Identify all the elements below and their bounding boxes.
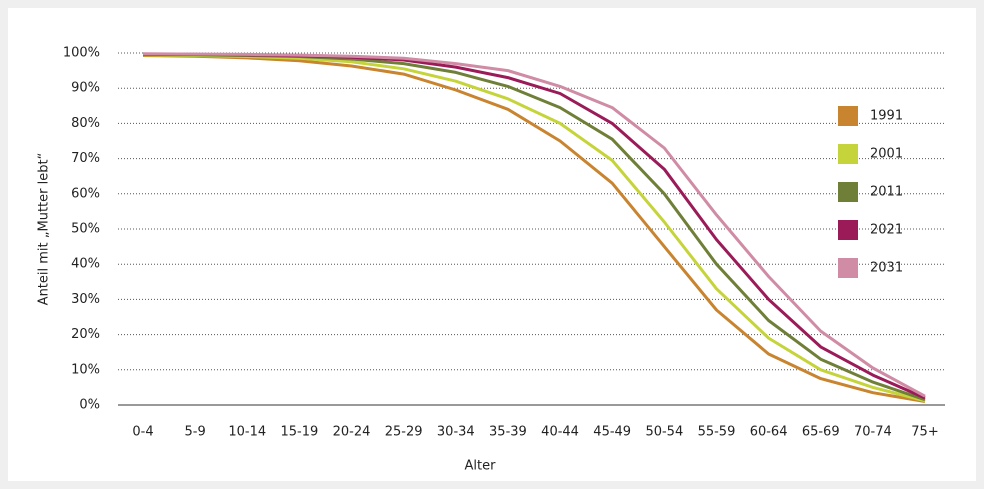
- y-tick-label: 30%: [71, 292, 100, 307]
- x-tick-label: 45-49: [593, 425, 631, 440]
- legend-label: 2021: [870, 223, 903, 238]
- legend-swatch: [838, 182, 858, 202]
- series-line: [142, 52, 926, 398]
- legend-swatch: [838, 144, 858, 164]
- y-tick-label: 40%: [71, 257, 100, 272]
- x-tick-label: 35-39: [489, 425, 527, 440]
- y-tick-label: 0%: [79, 398, 100, 413]
- legend-label: 1991: [870, 109, 903, 124]
- x-tick-label: 50-54: [645, 425, 683, 440]
- y-tick-label: 70%: [71, 151, 100, 166]
- y-tick-label: 90%: [71, 81, 100, 96]
- x-tick-label: 70-74: [854, 425, 892, 440]
- y-tick-label: 100%: [63, 46, 100, 61]
- x-tick-label: 40-44: [541, 425, 579, 440]
- legend-swatch: [838, 220, 858, 240]
- x-tick-label: 5-9: [185, 425, 206, 440]
- y-axis-title: Anteil mit „Mutter lebt“: [37, 153, 52, 306]
- y-tick-label: 50%: [71, 222, 100, 237]
- x-tick-label: 55-59: [698, 425, 736, 440]
- series-line: [142, 54, 926, 403]
- panel: [8, 8, 976, 481]
- x-tick-label: 15-19: [281, 425, 319, 440]
- x-tick-label: 10-14: [228, 425, 266, 440]
- x-axis-title: Alter: [465, 459, 497, 474]
- legend-label: 2001: [870, 147, 903, 162]
- x-tick-label: 20-24: [333, 425, 371, 440]
- legend-swatch: [838, 258, 858, 278]
- legend-label: 2011: [870, 185, 903, 200]
- y-tick-label: 60%: [71, 186, 100, 201]
- x-tick-label: 75+: [911, 425, 938, 440]
- x-tick-label: 0-4: [132, 425, 153, 440]
- legend-swatch: [838, 106, 858, 126]
- y-tick-label: 10%: [71, 362, 100, 377]
- y-tick-label: 80%: [71, 116, 100, 131]
- x-tick-label: 60-64: [750, 425, 788, 440]
- x-tick-label: 25-29: [385, 425, 423, 440]
- legend-label: 2031: [870, 261, 903, 276]
- y-tick-label: 20%: [71, 327, 100, 342]
- x-tick-label: 65-69: [802, 425, 840, 440]
- x-tick-label: 30-34: [437, 425, 475, 440]
